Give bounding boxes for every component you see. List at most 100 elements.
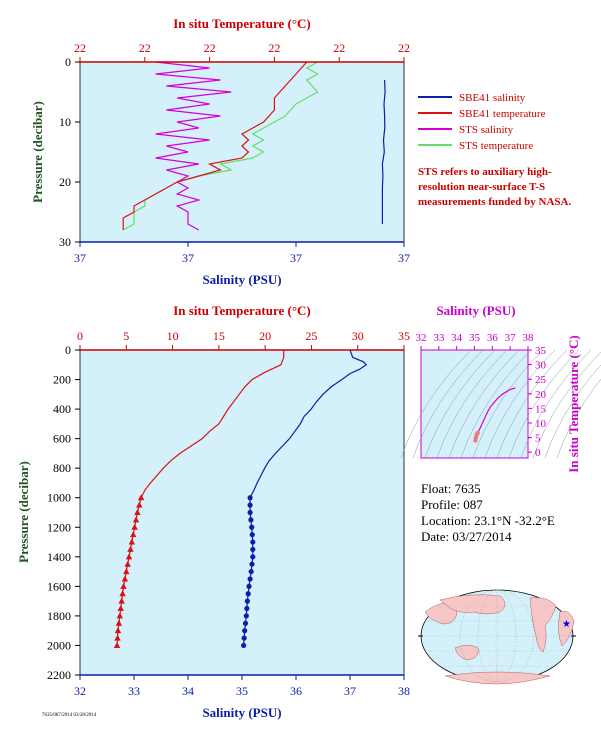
ts-density-contour bbox=[532, 351, 601, 459]
ts-temp-tick-label: 25 bbox=[535, 374, 547, 386]
ts-sal-tick-label: 36 bbox=[487, 332, 499, 344]
temperature-marker bbox=[117, 605, 124, 612]
ts-density-contour bbox=[400, 349, 472, 459]
ts-density-contour bbox=[496, 349, 568, 459]
main-sal-tick-label: 33 bbox=[128, 684, 140, 698]
top-pressure-tick-label: 0 bbox=[65, 55, 71, 69]
ts-temp-tick-label: 30 bbox=[535, 360, 547, 372]
map-land-africa bbox=[558, 610, 575, 647]
main-pressure-tick-label: 1200 bbox=[47, 520, 71, 534]
legend-label-sts-temperature: STS temperature bbox=[459, 140, 533, 152]
temperature-marker bbox=[123, 568, 130, 575]
ts-series-group bbox=[400, 349, 601, 459]
main-pressure-tick-label: 0 bbox=[65, 343, 71, 357]
ts-density-contour bbox=[484, 349, 556, 459]
ts-sal-tick-label: 35 bbox=[469, 332, 481, 344]
salinity-marker bbox=[247, 509, 253, 516]
salinity-marker bbox=[249, 524, 255, 530]
main-sal-axis-title: Salinity (PSU) bbox=[202, 705, 281, 720]
ts-temp-tick-label: 10 bbox=[535, 418, 547, 430]
salinity-marker bbox=[248, 568, 254, 575]
legend-label-sts-salinity: STS salinity bbox=[459, 124, 514, 136]
main-temp-tick-label: 20 bbox=[259, 329, 271, 343]
temperature-marker bbox=[118, 597, 125, 604]
top-temp-tick-label: 22 bbox=[268, 41, 280, 55]
top-sal-tick-label: 37 bbox=[182, 251, 194, 265]
top-temp-tick-label: 22 bbox=[333, 41, 345, 55]
temperature-marker bbox=[136, 501, 143, 508]
map-land-antarctica bbox=[444, 671, 551, 685]
salinity-marker bbox=[244, 605, 250, 612]
salinity-marker bbox=[242, 628, 248, 634]
map-meridian bbox=[459, 589, 535, 683]
ts-temp-axis-title: In situ Temperature (°C) bbox=[566, 335, 581, 473]
top-temp-tick-label: 22 bbox=[74, 41, 86, 55]
temperature-marker bbox=[113, 641, 121, 648]
ts-density-contour bbox=[436, 349, 508, 459]
salinity-marker bbox=[241, 635, 247, 641]
ts-sal-tick-label: 34 bbox=[451, 332, 463, 344]
salinity-marker bbox=[249, 561, 255, 567]
temperature-marker bbox=[132, 516, 140, 523]
main-temp-tick-label: 30 bbox=[352, 329, 364, 343]
ts-sal-tick-label: 33 bbox=[433, 332, 445, 344]
main-pressure-tick-label: 1800 bbox=[47, 609, 71, 623]
salinity-marker bbox=[248, 517, 254, 523]
main-pressure-tick-label: 1600 bbox=[47, 579, 71, 593]
temperature-marker bbox=[116, 612, 124, 619]
ts-density-contour bbox=[460, 349, 532, 459]
ts-density-contour bbox=[508, 349, 580, 459]
main-pressure-tick-label: 2200 bbox=[47, 668, 71, 682]
top-sal-axis-title: Salinity (PSU) bbox=[202, 272, 281, 287]
main-sal-tick-label: 32 bbox=[74, 684, 86, 698]
main-temp-tick-label: 5 bbox=[123, 329, 129, 343]
ts-density-contour bbox=[556, 378, 601, 459]
main-temp-tick-label: 10 bbox=[167, 329, 179, 343]
top-sal-tick-label: 37 bbox=[74, 251, 86, 265]
salinity-marker bbox=[247, 576, 253, 582]
main-pressure-axis-title: Pressure (decibar) bbox=[16, 461, 31, 563]
temperature-marker bbox=[130, 531, 137, 538]
ts-temp-tick-label: 20 bbox=[535, 389, 547, 401]
top-pressure-tick-label: 30 bbox=[59, 235, 71, 249]
world-map: ★ bbox=[418, 589, 576, 685]
main-temp-tick-label: 35 bbox=[398, 329, 410, 343]
legend: SBE41 salinity SBE41 temperature STS sal… bbox=[418, 92, 546, 152]
salinity-marker bbox=[244, 598, 250, 604]
footer-stamp: 7635/087/2014 03/28/2014 bbox=[42, 713, 97, 718]
top-series-group bbox=[122, 61, 386, 231]
ts-density-contour bbox=[448, 349, 520, 459]
main-pressure-tick-label: 1000 bbox=[47, 491, 71, 505]
map-graticule bbox=[421, 589, 573, 683]
top-series-line-2 bbox=[122, 61, 319, 231]
top-pressure-tick-label: 10 bbox=[59, 115, 71, 129]
ts-sal-tick-label: 37 bbox=[505, 332, 517, 344]
temperature-marker bbox=[128, 538, 136, 545]
top-series-line-1 bbox=[155, 61, 232, 231]
sts-note: STS refers to auxiliary high-resolution … bbox=[418, 166, 572, 208]
map-land-australia bbox=[454, 644, 479, 661]
legend-label-sbe41-salinity: SBE41 salinity bbox=[459, 92, 526, 104]
salinity-marker bbox=[250, 539, 256, 545]
salinity-marker bbox=[247, 495, 253, 501]
ts-deep-point bbox=[475, 430, 480, 436]
temperature-marker bbox=[114, 634, 121, 641]
main-plot-area bbox=[79, 349, 405, 676]
ts-axes-group: 32 33 34 35 36 37 38 0 5 10 15 20 25 30 35 bbox=[416, 332, 547, 459]
salinity-marker bbox=[250, 554, 256, 560]
salinity-marker bbox=[250, 546, 256, 553]
temperature-marker bbox=[114, 627, 122, 634]
ts-density-contour bbox=[520, 349, 592, 459]
top-sal-tick-label: 37 bbox=[290, 251, 302, 265]
salinity-marker bbox=[249, 532, 255, 538]
ts-temp-tick-label: 35 bbox=[535, 345, 547, 357]
temperature-marker bbox=[137, 494, 145, 501]
salinity-marker bbox=[246, 583, 252, 589]
top-pressure-tick-label: 20 bbox=[59, 175, 71, 189]
main-pressure-tick-label: 400 bbox=[53, 402, 71, 416]
ts-density-contour bbox=[424, 349, 496, 459]
main-sal-tick-label: 37 bbox=[344, 684, 356, 698]
main-sal-tick-label: 38 bbox=[398, 684, 410, 698]
salinity-marker bbox=[243, 613, 249, 619]
